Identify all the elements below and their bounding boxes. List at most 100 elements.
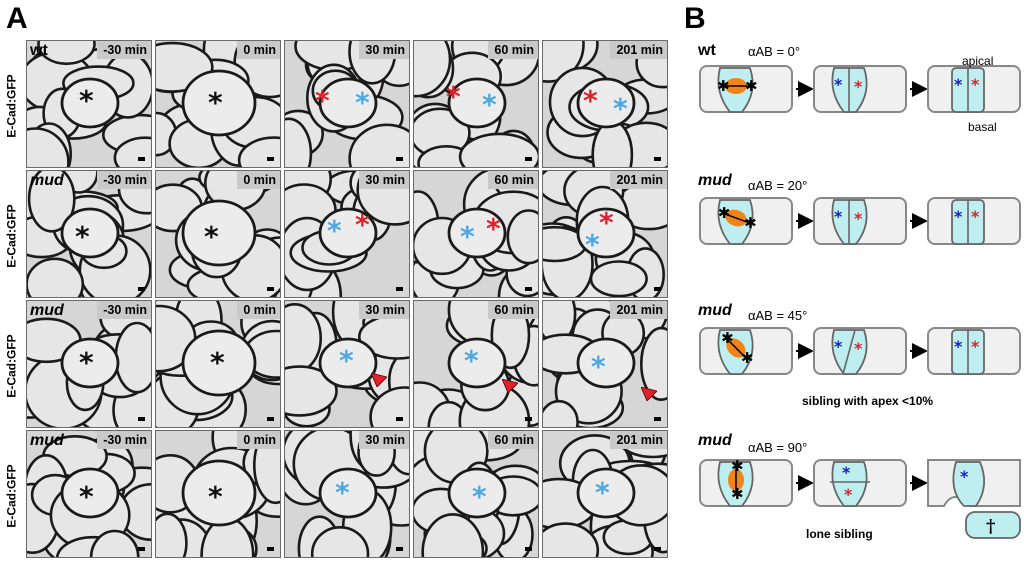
scale-bar — [138, 547, 145, 551]
timepoint-label: 0 min — [237, 431, 280, 449]
timepoint-label: -30 min — [97, 41, 151, 59]
lone-sibling-cell-shape — [952, 461, 986, 507]
centrosome-icon: ✱ — [717, 77, 730, 95]
cell-membranes-image — [156, 431, 280, 557]
micrograph-tile: mud -30 min * — [26, 430, 152, 558]
diagram-genotype-label: mud — [698, 432, 732, 449]
row-label: E-Cad:GFP — [5, 74, 19, 138]
micrograph-tile: 201 min * — [542, 430, 668, 558]
division-plane-line — [842, 329, 856, 375]
micrograph-tile: 0 min * — [155, 430, 281, 558]
micrograph-tile: mud -30 min * — [26, 300, 152, 428]
blue-asterisk-marker: * — [472, 480, 487, 513]
timepoint-label: 60 min — [488, 41, 538, 59]
micrograph-tile: 201 min * — [542, 300, 668, 428]
blue-asterisk-marker: * — [482, 88, 497, 121]
red-asterisk-marker: * — [486, 212, 501, 245]
micrograph-tile: 201 min * * — [542, 40, 668, 168]
timepoint-label: 60 min — [488, 431, 538, 449]
scale-bar — [525, 417, 532, 421]
asterisk-marker: * — [834, 337, 843, 356]
blue-asterisk-marker: * — [595, 476, 610, 509]
genotype-label: wt — [30, 42, 48, 59]
blue-asterisk-marker: * — [339, 344, 354, 377]
asterisk-marker: * — [854, 339, 863, 358]
timepoint-label: 201 min — [610, 431, 667, 449]
cell-membranes-image — [285, 431, 409, 557]
asterisk-marker: * — [971, 337, 980, 356]
micrograph-tile: 0 min * — [155, 170, 281, 298]
cell-membranes-image — [543, 171, 667, 297]
centrosome-icon: ✱ — [718, 204, 731, 222]
micrograph-tile: 60 min * — [413, 430, 539, 558]
spindle-line — [722, 212, 750, 224]
blue-asterisk-marker: * — [591, 350, 606, 383]
centrosome-icon: ✱ — [731, 485, 744, 503]
cell-membranes-image — [414, 171, 538, 297]
micrograph-tile: 30 min * — [284, 300, 410, 428]
blue-asterisk-marker: * — [355, 86, 370, 119]
basal-label: basal — [968, 120, 997, 134]
timepoint-label: 30 min — [359, 301, 409, 319]
scale-bar — [396, 157, 403, 161]
blue-asterisk-marker: * — [327, 214, 342, 247]
red-asterisk-marker: * — [355, 208, 370, 241]
diagram-note: lone sibling — [806, 527, 873, 541]
scale-bar — [267, 417, 274, 421]
asterisk-marker: * — [971, 207, 980, 226]
diagram-note: sibling with apex <10% — [802, 394, 934, 408]
scale-bar — [654, 287, 661, 291]
timepoint-label: 30 min — [359, 431, 409, 449]
micrograph-tile: 60 min * * — [413, 170, 539, 298]
diagram-genotype-label: mud — [698, 302, 732, 319]
black-asterisk-marker: * — [208, 86, 223, 119]
centrosome-icon: ✱ — [731, 457, 744, 475]
spindle-line — [725, 337, 747, 359]
black-asterisk-marker: * — [75, 220, 90, 253]
genotype-label: mud — [30, 432, 64, 449]
scale-bar — [267, 157, 274, 161]
scale-bar — [138, 287, 145, 291]
scale-bar — [396, 417, 403, 421]
cell-membranes-image — [285, 171, 409, 297]
scale-bar — [654, 417, 661, 421]
scale-bar — [654, 157, 661, 161]
micrograph-tile: 30 min * * — [284, 170, 410, 298]
asterisk-marker: * — [834, 207, 843, 226]
genotype-label: mud — [30, 172, 64, 189]
dagger-icon: † — [986, 516, 995, 537]
centrosome-icon: ✱ — [741, 349, 754, 367]
scale-bar — [396, 287, 403, 291]
micrograph-tile: mud -30 min * — [26, 170, 152, 298]
cell-membranes-image — [156, 41, 280, 167]
asterisk-marker: * — [954, 75, 963, 94]
asterisk-marker: * — [842, 463, 851, 482]
scale-bar — [267, 287, 274, 291]
scale-bar — [138, 157, 145, 161]
timepoint-label: -30 min — [97, 431, 151, 449]
row-label: E-Cad:GFP — [5, 334, 19, 398]
timepoint-label: -30 min — [97, 171, 151, 189]
micrograph-tile: 60 min * * — [413, 40, 539, 168]
cell-membranes-image — [27, 435, 151, 557]
red-asterisk-marker: * — [583, 84, 598, 117]
asterisk-marker: * — [854, 77, 863, 96]
cell-membranes-image — [27, 301, 151, 427]
scale-bar — [525, 157, 532, 161]
cell-membranes-image — [414, 41, 538, 167]
black-asterisk-marker: * — [204, 220, 219, 253]
centrosome-icon: ✱ — [745, 77, 758, 95]
asterisk-marker: * — [834, 75, 843, 94]
red-asterisk-marker: * — [599, 206, 614, 239]
micrograph-tile: 30 min * — [284, 430, 410, 558]
red-asterisk-marker: * — [315, 84, 330, 117]
extruded-sibling-cell-shape — [965, 511, 1021, 539]
cell-membranes-image — [543, 301, 667, 427]
timepoint-label: 30 min — [359, 41, 409, 59]
diagram-angle-label: αAB = 90° — [748, 440, 808, 455]
centrosome-icon: ✱ — [721, 329, 734, 347]
schematic-diagram: ✱ ✱ * * * * ✱ ✱ * * * * ✱ ✱ * * * * ✱ ✱ * * * † — [699, 65, 1021, 539]
asterisk-marker: * — [960, 467, 969, 486]
scale-bar — [525, 287, 532, 291]
blue-asterisk-marker: * — [460, 220, 475, 253]
